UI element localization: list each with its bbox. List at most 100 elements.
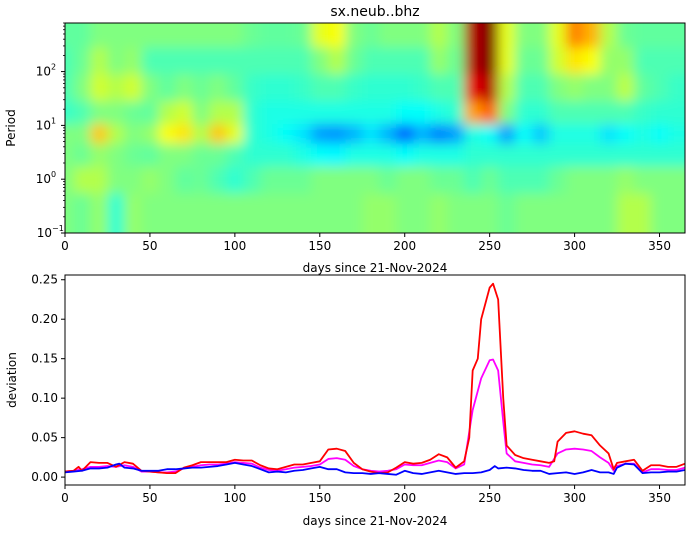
heatmap-cell bbox=[515, 124, 533, 145]
heatmap-cell bbox=[362, 47, 380, 75]
heatmap-cell bbox=[277, 101, 295, 125]
heatmap-cell bbox=[498, 47, 516, 75]
heatmap-cell bbox=[668, 74, 685, 102]
heatmap-cell bbox=[90, 143, 108, 167]
heatmap-cell bbox=[396, 23, 414, 48]
heatmap-cell bbox=[362, 74, 380, 102]
heatmap-cell bbox=[447, 124, 465, 145]
heatmap-cell bbox=[600, 166, 618, 194]
heatmap-cell bbox=[328, 74, 346, 102]
heatmap-cell bbox=[413, 101, 431, 125]
heatmap-cell bbox=[226, 166, 244, 194]
heatmap-cell bbox=[651, 47, 669, 75]
heatmap-cell bbox=[549, 47, 567, 75]
heatmap-cell bbox=[651, 124, 669, 145]
heatmap-cell bbox=[158, 47, 176, 75]
heatmap-cell bbox=[532, 166, 550, 194]
heatmap-cell bbox=[617, 47, 635, 75]
heatmap-cell bbox=[107, 193, 125, 233]
heatmap-cell bbox=[226, 74, 244, 102]
heatmap-cell bbox=[192, 23, 210, 48]
heatmap-cell bbox=[141, 74, 159, 102]
heatmap-cell bbox=[209, 166, 227, 194]
heatmap-cell bbox=[328, 124, 346, 145]
x-tick-label: 150 bbox=[308, 239, 331, 253]
heatmap-cell bbox=[294, 74, 312, 102]
heatmap-cell bbox=[498, 193, 516, 233]
heatmap-cell bbox=[413, 124, 431, 145]
heatmap-cell bbox=[583, 23, 601, 48]
heatmap-cell bbox=[294, 47, 312, 75]
y-tick-label: 0.10 bbox=[31, 391, 58, 405]
heatmap-cell bbox=[107, 124, 125, 145]
line-series bbox=[65, 282, 685, 476]
heatmap-cell bbox=[90, 193, 108, 233]
heatmap-cell bbox=[583, 124, 601, 145]
heatmap-cell bbox=[362, 23, 380, 48]
heatmap-cell bbox=[583, 47, 601, 75]
heatmap-cell bbox=[226, 143, 244, 167]
heatmap-cell bbox=[464, 124, 482, 145]
heatmap-cell bbox=[311, 193, 329, 233]
heatmap-cell bbox=[158, 143, 176, 167]
heatmap-cell bbox=[345, 166, 363, 194]
heatmap-cell bbox=[566, 143, 584, 167]
heatmap-cell bbox=[430, 124, 448, 145]
heatmap-cell bbox=[243, 124, 261, 145]
x-tick-label: 50 bbox=[142, 491, 157, 505]
heatmap-cell bbox=[464, 143, 482, 167]
heatmap-cell bbox=[209, 143, 227, 167]
heatmap-cell bbox=[226, 193, 244, 233]
heatmap-cell bbox=[583, 143, 601, 167]
heatmap-cell bbox=[549, 166, 567, 194]
heatmap-cell bbox=[668, 143, 685, 167]
heatmap-cell bbox=[532, 101, 550, 125]
heatmap-cell bbox=[209, 47, 227, 75]
heatmap-cell bbox=[90, 74, 108, 102]
heatmap-cell bbox=[158, 166, 176, 194]
heatmap-cell bbox=[158, 101, 176, 125]
heatmap-cell bbox=[311, 74, 329, 102]
y-tick-exponent: 2 bbox=[51, 63, 56, 72]
heatmap-cell bbox=[396, 193, 414, 233]
heatmap-cell bbox=[600, 47, 618, 75]
heatmap-cell bbox=[447, 166, 465, 194]
heatmap-cell bbox=[617, 23, 635, 48]
heatmap-cell bbox=[481, 193, 499, 233]
y-tick-label: 0.25 bbox=[31, 273, 58, 287]
y-tick-label: 10 bbox=[36, 118, 51, 132]
heatmap-cell bbox=[328, 193, 346, 233]
bottom-axis-ticks: 0 50 100 150 200 250 300 350 0.00 0.05 0.10 0.15 0.2… bbox=[31, 273, 671, 505]
heatmap-cell bbox=[634, 143, 652, 167]
y-tick-label: 0.00 bbox=[31, 470, 58, 484]
heatmap-cell bbox=[651, 74, 669, 102]
heatmap-cell bbox=[260, 47, 278, 75]
heatmap-cell bbox=[141, 23, 159, 48]
heatmap-cell bbox=[481, 143, 499, 167]
heatmap-cell bbox=[175, 124, 193, 145]
heatmap-cell bbox=[447, 74, 465, 102]
heatmap-cell bbox=[549, 101, 567, 125]
heatmap-cell bbox=[498, 124, 516, 145]
heatmap-cell bbox=[532, 74, 550, 102]
heatmap-cell bbox=[65, 124, 74, 145]
heatmap-cell bbox=[498, 143, 516, 167]
heatmap-cell bbox=[311, 23, 329, 48]
heatmap-cell bbox=[464, 193, 482, 233]
heatmap-cell bbox=[617, 143, 635, 167]
heatmap-cell bbox=[90, 47, 108, 75]
y-tick-exponent: −1 bbox=[52, 224, 64, 233]
heatmap-cell bbox=[294, 193, 312, 233]
heatmap-cell bbox=[90, 166, 108, 194]
heatmap-cell bbox=[107, 143, 125, 167]
x-tick-label: 300 bbox=[563, 239, 586, 253]
y-tick-label: 10 bbox=[36, 65, 51, 79]
heatmap-cell bbox=[413, 74, 431, 102]
heatmap-cell bbox=[158, 124, 176, 145]
heatmap-cell bbox=[175, 166, 193, 194]
heatmap-cell bbox=[651, 143, 669, 167]
heatmap-cell bbox=[124, 74, 142, 102]
heatmap-cell bbox=[481, 124, 499, 145]
heatmap-cell bbox=[447, 193, 465, 233]
heatmap-cell bbox=[141, 101, 159, 125]
